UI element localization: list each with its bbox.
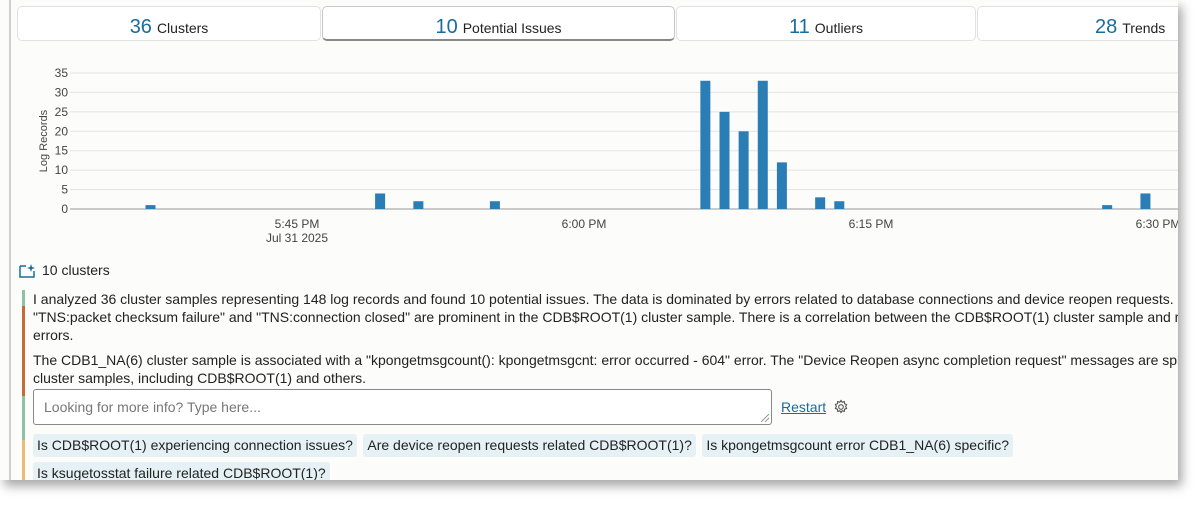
- summary-paragraph: The CDB1_NA(6) cluster sample is associa…: [33, 352, 1178, 386]
- resize-handle[interactable]: [761, 414, 769, 422]
- accent-bar: [22, 440, 25, 480]
- y-tick-label: 15: [55, 144, 69, 158]
- bar: [413, 201, 424, 209]
- bar: [757, 80, 768, 210]
- summary-paragraph: I analyzed 36 cluster samples representi…: [33, 291, 1178, 343]
- tab-outliers[interactable]: 11 Outliers: [676, 6, 976, 41]
- suggestion-chip[interactable]: Is CDB$ROOT(1) experiencing connection i…: [33, 434, 357, 457]
- tab-label: Clusters: [156, 20, 209, 36]
- tab-trends[interactable]: 28 Trends: [977, 6, 1178, 41]
- tab-count: 11: [789, 16, 810, 38]
- y-tick-label: 10: [55, 163, 69, 177]
- section-header: 10 clusters: [19, 262, 110, 278]
- tab-count: 10: [435, 16, 458, 38]
- bar: [719, 111, 730, 209]
- bar: [1140, 193, 1151, 209]
- tab-label: Trends: [1122, 20, 1166, 36]
- input-placeholder: Looking for more info? Type here...: [44, 399, 261, 415]
- bar: [700, 80, 711, 210]
- suggestion-chip[interactable]: Is ksugetosstat failure related CDB$ROOT…: [33, 462, 330, 480]
- suggested-questions: Is CDB$ROOT(1) experiencing connection i…: [33, 434, 1178, 480]
- suggestion-chip[interactable]: Is kpongetmsgcount error CDB1_NA(6) spec…: [702, 434, 1013, 457]
- y-tick-label: 35: [55, 66, 69, 80]
- tab-count: 36: [129, 16, 152, 38]
- y-axis-label: Log Records: [38, 109, 50, 172]
- accent-bar: [22, 306, 25, 396]
- bar: [776, 162, 787, 209]
- y-tick-label: 25: [55, 105, 69, 119]
- issues-panel: 36 Clusters 10 Potential Issues 11 Outliers…: [9, 0, 1178, 480]
- y-tick-label: 20: [55, 124, 69, 138]
- x-tick-label: 6:30 PM: [1136, 217, 1178, 231]
- x-tick-sublabel: Jul 31 2025: [266, 231, 328, 245]
- bar: [815, 197, 826, 209]
- bar: [1102, 205, 1113, 209]
- y-tick-label: 0: [61, 202, 68, 216]
- ai-summary: I analyzed 36 cluster samples representi…: [33, 290, 1178, 394]
- tab-count: 28: [1095, 16, 1118, 38]
- section-title: 10 clusters: [42, 262, 110, 278]
- y-tick-label: 30: [55, 85, 69, 99]
- x-tick-label: 5:45 PM: [275, 217, 320, 231]
- accent-bar: [22, 290, 25, 306]
- bar: [375, 193, 386, 209]
- summary-tabs: 36 Clusters 10 Potential Issues 11 Outliers…: [17, 6, 1178, 42]
- tab-label: Outliers: [814, 20, 863, 36]
- divider: [9, 0, 11, 480]
- question-input[interactable]: Looking for more info? Type here...: [33, 389, 772, 425]
- x-tick-label: 6:00 PM: [562, 217, 607, 231]
- restart-link[interactable]: Restart: [781, 399, 827, 415]
- bar: [738, 131, 749, 209]
- x-tick-label: 6:15 PM: [849, 217, 894, 231]
- tab-clusters[interactable]: 36 Clusters: [17, 6, 321, 41]
- bar: [489, 201, 500, 209]
- y-tick-label: 5: [61, 183, 68, 197]
- tab-label: Potential Issues: [462, 20, 562, 36]
- bar: [145, 205, 156, 209]
- accent-bar: [22, 396, 25, 440]
- tab-potential-issues[interactable]: 10 Potential Issues: [322, 6, 675, 41]
- gear-icon[interactable]: [833, 399, 849, 415]
- bar: [834, 201, 845, 209]
- suggestion-chip[interactable]: Are device reopen requests related CDB$R…: [363, 434, 696, 457]
- sparkle-chart-icon: [19, 263, 35, 278]
